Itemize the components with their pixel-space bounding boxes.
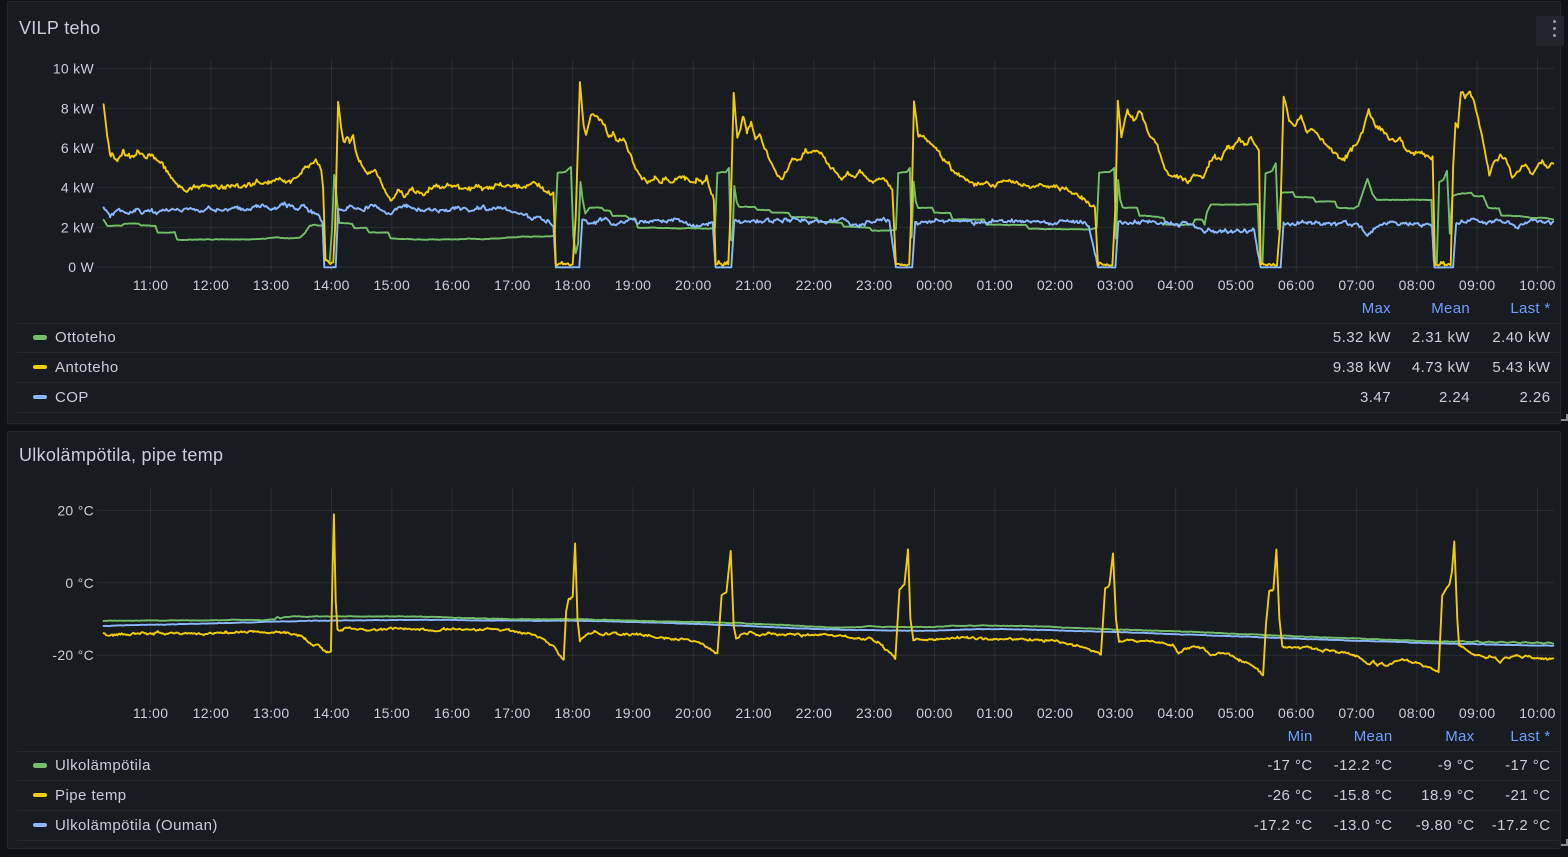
svg-text:0 °C: 0 °C xyxy=(65,575,94,591)
svg-text:10:00: 10:00 xyxy=(1519,277,1556,293)
svg-text:10 kW: 10 kW xyxy=(53,61,95,77)
svg-text:00:00: 00:00 xyxy=(916,705,953,721)
svg-text:21:00: 21:00 xyxy=(735,705,772,721)
svg-text:22:00: 22:00 xyxy=(796,705,833,721)
svg-text:09:00: 09:00 xyxy=(1459,705,1496,721)
svg-text:16:00: 16:00 xyxy=(434,277,471,293)
svg-text:03:00: 03:00 xyxy=(1097,705,1134,721)
svg-text:20:00: 20:00 xyxy=(675,705,712,721)
svg-text:19:00: 19:00 xyxy=(615,277,652,293)
svg-text:4 kW: 4 kW xyxy=(61,180,95,196)
svg-text:14:00: 14:00 xyxy=(313,277,350,293)
svg-text:14:00: 14:00 xyxy=(313,705,350,721)
svg-text:05:00: 05:00 xyxy=(1218,705,1255,721)
svg-text:22:00: 22:00 xyxy=(796,277,833,293)
svg-text:02:00: 02:00 xyxy=(1037,705,1074,721)
svg-text:12:00: 12:00 xyxy=(193,705,230,721)
svg-text:21:00: 21:00 xyxy=(735,277,772,293)
svg-text:11:00: 11:00 xyxy=(133,277,169,293)
svg-text:-20 °C: -20 °C xyxy=(52,647,94,663)
svg-text:18:00: 18:00 xyxy=(554,705,591,721)
svg-text:06:00: 06:00 xyxy=(1278,705,1315,721)
svg-text:16:00: 16:00 xyxy=(434,705,471,721)
svg-text:07:00: 07:00 xyxy=(1338,705,1375,721)
svg-text:04:00: 04:00 xyxy=(1157,277,1194,293)
svg-text:15:00: 15:00 xyxy=(374,705,411,721)
svg-text:20:00: 20:00 xyxy=(675,277,712,293)
svg-text:06:00: 06:00 xyxy=(1278,277,1315,293)
svg-text:6 kW: 6 kW xyxy=(61,140,95,156)
svg-text:0 W: 0 W xyxy=(68,259,94,275)
svg-text:17:00: 17:00 xyxy=(494,705,531,721)
svg-text:04:00: 04:00 xyxy=(1157,705,1194,721)
svg-text:01:00: 01:00 xyxy=(977,705,1014,721)
svg-text:03:00: 03:00 xyxy=(1097,277,1134,293)
svg-text:05:00: 05:00 xyxy=(1218,277,1255,293)
svg-text:08:00: 08:00 xyxy=(1399,277,1436,293)
svg-text:17:00: 17:00 xyxy=(494,277,531,293)
svg-text:09:00: 09:00 xyxy=(1459,277,1496,293)
svg-text:23:00: 23:00 xyxy=(856,277,893,293)
svg-text:02:00: 02:00 xyxy=(1037,277,1074,293)
svg-text:18:00: 18:00 xyxy=(554,277,591,293)
svg-text:8 kW: 8 kW xyxy=(61,100,95,116)
svg-text:2 kW: 2 kW xyxy=(61,219,95,235)
svg-text:23:00: 23:00 xyxy=(856,705,893,721)
svg-text:01:00: 01:00 xyxy=(977,277,1014,293)
svg-text:11:00: 11:00 xyxy=(133,705,169,721)
svg-text:10:00: 10:00 xyxy=(1519,705,1556,721)
svg-text:13:00: 13:00 xyxy=(253,705,290,721)
svg-text:19:00: 19:00 xyxy=(615,705,652,721)
svg-text:15:00: 15:00 xyxy=(374,277,411,293)
svg-text:20 °C: 20 °C xyxy=(57,502,94,518)
svg-text:08:00: 08:00 xyxy=(1399,705,1436,721)
svg-text:00:00: 00:00 xyxy=(916,277,953,293)
svg-text:13:00: 13:00 xyxy=(253,277,290,293)
svg-text:12:00: 12:00 xyxy=(193,277,230,293)
svg-text:07:00: 07:00 xyxy=(1338,277,1375,293)
